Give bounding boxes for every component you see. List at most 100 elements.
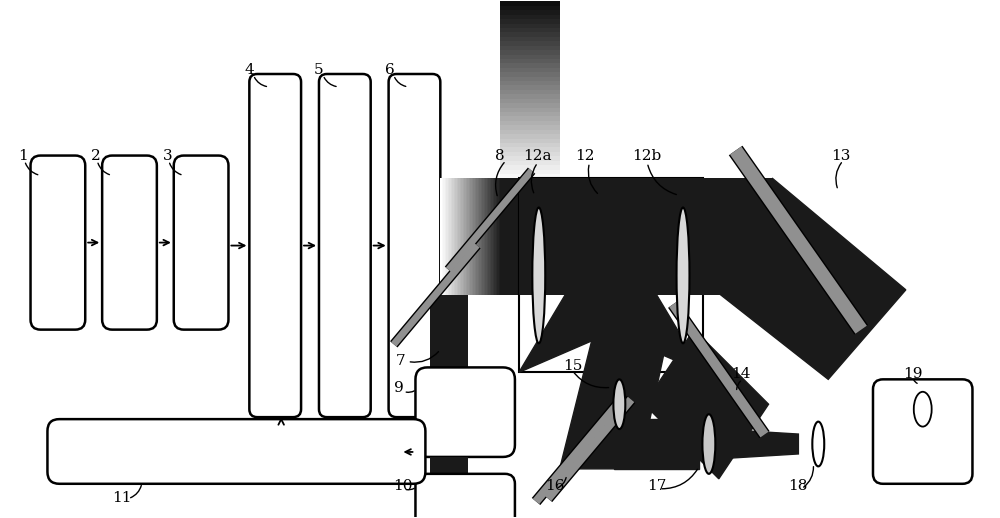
Bar [500, 161, 560, 165]
Bar [430, 295, 468, 369]
Bar [500, 28, 560, 32]
Bar [496, 178, 497, 295]
Bar [458, 178, 460, 295]
Bar [464, 178, 466, 295]
Bar [500, 37, 560, 41]
Ellipse shape [613, 379, 625, 429]
Text: 2: 2 [91, 149, 101, 163]
Bar [461, 178, 463, 295]
FancyBboxPatch shape [415, 367, 515, 457]
Polygon shape [689, 178, 906, 379]
Bar [500, 125, 560, 130]
FancyBboxPatch shape [319, 74, 371, 417]
Bar [473, 178, 475, 295]
Bar [500, 174, 560, 178]
Text: 13: 13 [831, 149, 851, 163]
Bar [488, 178, 490, 295]
Bar [500, 23, 560, 28]
FancyBboxPatch shape [102, 155, 157, 329]
Bar [500, 130, 560, 134]
Polygon shape [560, 329, 669, 469]
Bar [460, 178, 461, 295]
Bar [500, 59, 560, 63]
Bar [470, 178, 472, 295]
FancyBboxPatch shape [415, 474, 515, 518]
Bar [500, 112, 560, 117]
Bar [500, 156, 560, 161]
Bar [500, 15, 560, 19]
Bar [500, 99, 560, 103]
Bar [500, 54, 560, 59]
Bar [500, 178, 729, 295]
Text: 10: 10 [394, 479, 413, 493]
Text: 12: 12 [576, 149, 595, 163]
Bar [463, 178, 464, 295]
Bar [454, 178, 455, 295]
Polygon shape [611, 218, 703, 372]
Bar [500, 32, 560, 37]
Bar [500, 81, 560, 85]
Text: 14: 14 [731, 367, 750, 381]
Bar [500, 165, 560, 169]
Ellipse shape [702, 414, 715, 474]
Bar [500, 50, 560, 54]
Bar [482, 178, 484, 295]
Bar [500, 77, 560, 81]
Bar [494, 178, 496, 295]
Bar [703, 178, 773, 295]
Bar [500, 169, 560, 174]
Bar [500, 121, 560, 125]
Bar [440, 178, 442, 295]
Bar [472, 178, 473, 295]
Text: 5: 5 [314, 63, 324, 77]
Text: 12a: 12a [523, 149, 551, 163]
FancyBboxPatch shape [873, 379, 972, 484]
Bar [446, 178, 448, 295]
Bar [478, 178, 479, 295]
Text: 1: 1 [19, 149, 28, 163]
Bar [500, 19, 560, 23]
Bar [455, 178, 457, 295]
Bar [485, 178, 487, 295]
Bar [443, 178, 445, 295]
Polygon shape [519, 178, 611, 333]
Bar [487, 178, 488, 295]
Bar [449, 178, 451, 295]
Bar [484, 178, 485, 295]
Bar [497, 178, 499, 295]
Polygon shape [614, 419, 699, 469]
Ellipse shape [914, 392, 932, 427]
Polygon shape [717, 429, 798, 459]
Bar [500, 68, 560, 72]
Bar [490, 178, 491, 295]
Bar [448, 178, 449, 295]
Bar [500, 139, 560, 143]
Ellipse shape [812, 422, 824, 466]
Text: 11: 11 [112, 491, 132, 505]
Text: 7: 7 [396, 354, 405, 368]
Bar [442, 178, 443, 295]
Bar [467, 178, 469, 295]
Bar [519, 178, 703, 372]
Text: 19: 19 [903, 367, 922, 381]
Bar [499, 178, 500, 295]
Polygon shape [519, 218, 611, 372]
Text: 17: 17 [647, 479, 667, 493]
Bar [500, 10, 560, 15]
Bar [500, 108, 560, 112]
Bar [469, 178, 470, 295]
FancyBboxPatch shape [47, 419, 425, 484]
Bar [500, 85, 560, 90]
Text: 12b: 12b [632, 149, 662, 163]
Bar [452, 178, 454, 295]
Bar [466, 178, 467, 295]
Bar [500, 46, 560, 50]
Ellipse shape [532, 208, 545, 343]
FancyBboxPatch shape [174, 155, 228, 329]
Bar [500, 143, 560, 148]
Text: 6: 6 [385, 63, 394, 77]
Text: 16: 16 [545, 479, 564, 493]
Bar [500, 41, 560, 46]
Bar [481, 178, 482, 295]
Bar [479, 178, 481, 295]
